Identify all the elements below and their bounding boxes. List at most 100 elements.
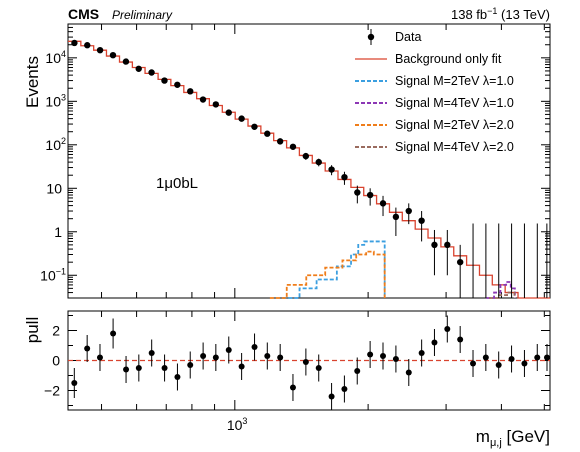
pull-point <box>543 354 550 361</box>
pull-point <box>302 359 309 365</box>
x-tick-label: 103 <box>227 416 248 433</box>
luminosity-label: 138 fb−1 (13 TeV) <box>451 6 550 22</box>
data-point <box>109 51 117 59</box>
signal-curve <box>282 240 386 299</box>
data-point <box>276 138 284 145</box>
pull-x-axis: 103 <box>101 311 545 433</box>
data-point <box>225 109 232 116</box>
pull-point <box>289 384 296 391</box>
data-point <box>251 123 258 130</box>
pull-point <box>96 354 103 361</box>
y-tick-label: 104 <box>45 49 66 66</box>
data-point <box>212 101 220 108</box>
legend-label: Signal M=2TeV λ=1.0 <box>395 74 514 88</box>
data-point <box>122 58 130 65</box>
y-axis-label-pull: pull <box>23 317 42 343</box>
signal-curve <box>486 281 516 299</box>
signal-layer <box>269 240 516 299</box>
pull-point <box>328 393 335 400</box>
pull-y-axis: −2 0 2 <box>44 315 550 406</box>
pull-point <box>277 354 284 361</box>
pull-point <box>84 345 91 352</box>
data-point <box>264 130 271 137</box>
legend-label: Data <box>395 30 421 44</box>
legend-data-marker <box>367 33 375 41</box>
pull-y-tick-label: 0 <box>52 353 60 369</box>
pull-point <box>174 374 181 380</box>
data-point <box>366 191 374 199</box>
data-point <box>96 46 104 54</box>
pull-point <box>521 360 528 367</box>
pull-point <box>380 353 387 359</box>
pull-points-layer <box>71 315 550 410</box>
main-plot-frame <box>67 23 551 299</box>
pull-point <box>341 386 348 392</box>
y-axis-label-events: Events <box>23 56 42 108</box>
pull-point <box>187 362 194 368</box>
data-point <box>289 143 297 150</box>
pull-point <box>110 330 117 337</box>
pull-point <box>457 336 464 343</box>
experiment-label: CMS <box>68 6 99 22</box>
data-point <box>174 81 181 88</box>
y-tick-label: 103 <box>45 92 66 109</box>
data-point <box>148 69 155 76</box>
data-point <box>84 42 91 49</box>
pull-point <box>123 366 130 373</box>
y-tick-label: 10−1 <box>40 266 66 283</box>
pull-point <box>251 344 258 350</box>
data-point <box>418 217 425 224</box>
pull-point <box>405 369 412 376</box>
pull-point <box>470 360 477 367</box>
legend-label: Background only fit <box>395 52 502 66</box>
legend-label: Signal M=2TeV λ=2.0 <box>395 118 514 132</box>
pull-point <box>71 380 78 386</box>
pull-point <box>367 351 374 358</box>
pull-point <box>264 353 271 359</box>
data-point <box>315 158 322 166</box>
pull-y-tick-label: −2 <box>44 383 60 399</box>
pull-point <box>444 326 451 332</box>
pull-point <box>161 365 168 371</box>
data-point <box>456 258 464 266</box>
pull-y-tick-label: 2 <box>52 323 60 339</box>
data-point <box>161 77 168 84</box>
pull-point <box>418 350 425 356</box>
pull-point <box>200 353 207 359</box>
data-point <box>379 200 387 207</box>
data-point <box>199 96 207 103</box>
pull-point <box>238 363 245 370</box>
data-point <box>392 213 400 221</box>
pull-point <box>508 356 515 362</box>
x-axis-label: mμ,j [GeV] <box>476 427 550 449</box>
pull-point <box>315 365 322 371</box>
y-tick-label: 10 <box>46 180 62 196</box>
data-point <box>405 207 412 215</box>
pull-point <box>225 347 232 353</box>
main-y-axis: 10−1 1 10 102 103 104 <box>40 23 550 299</box>
pull-point <box>212 354 219 361</box>
y-tick-label: 102 <box>45 136 66 153</box>
pull-point <box>495 362 502 368</box>
category-annotation: 1μ0bL <box>156 175 198 192</box>
data-point <box>135 65 142 72</box>
data-point <box>302 152 310 160</box>
data-point <box>71 39 78 47</box>
pull-point <box>392 356 399 362</box>
data-point <box>187 88 194 95</box>
legend: Data Background only fit Signal M=2TeV λ=1… <box>355 29 514 154</box>
pull-point <box>482 354 489 361</box>
pull-point <box>534 354 541 361</box>
pull-point <box>148 350 155 356</box>
y-tick-label: 1 <box>54 224 62 240</box>
data-point <box>431 241 438 249</box>
main-x-ticks <box>101 24 545 298</box>
data-point <box>238 115 245 122</box>
pull-point <box>431 339 438 346</box>
signal-curve <box>269 250 386 299</box>
data-layer <box>71 39 548 298</box>
legend-label: Signal M=4TeV λ=1.0 <box>395 96 514 110</box>
legend-label: Signal M=4TeV λ=2.0 <box>395 140 514 154</box>
data-point <box>354 189 361 196</box>
